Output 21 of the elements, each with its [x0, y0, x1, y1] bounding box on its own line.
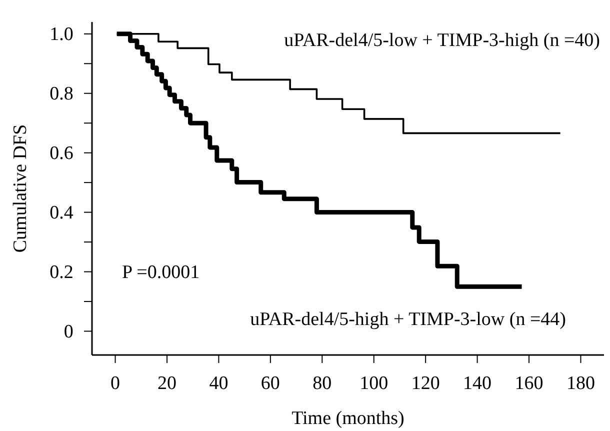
x-tick-label: 60 [260, 372, 280, 394]
x-tick-label: 0 [110, 372, 120, 394]
annotation: P =0.0001 [122, 262, 200, 283]
y-tick-label: 0.6 [50, 142, 74, 164]
series-label: uPAR-del4/5-low + TIMP-3-high (n =40) [284, 30, 600, 51]
text: uPAR-del4/5-high + TIMP-3-low (n =44) [250, 309, 566, 330]
y-tick-label: 1.0 [50, 24, 74, 45]
x-tick-label: 180 [566, 372, 595, 394]
y-tick-label: 0.4 [50, 202, 74, 224]
y-tick-label: 0.8 [50, 83, 74, 104]
x-tick-label: 80 [312, 372, 332, 394]
x-tick-label: 100 [360, 372, 388, 394]
x-axis-title: Time (months) [292, 408, 404, 429]
y-axis-title: Cumulative DFS [10, 124, 31, 253]
x-tick-label: 20 [157, 372, 176, 394]
y-tick-label: 0 [64, 321, 74, 342]
y-tick-label: 0.2 [50, 262, 74, 283]
x-tick-label: 40 [209, 372, 228, 394]
x-tick-label: 160 [514, 372, 544, 394]
x-tick-label: 140 [463, 372, 492, 394]
x-tick-label: 120 [411, 372, 440, 394]
